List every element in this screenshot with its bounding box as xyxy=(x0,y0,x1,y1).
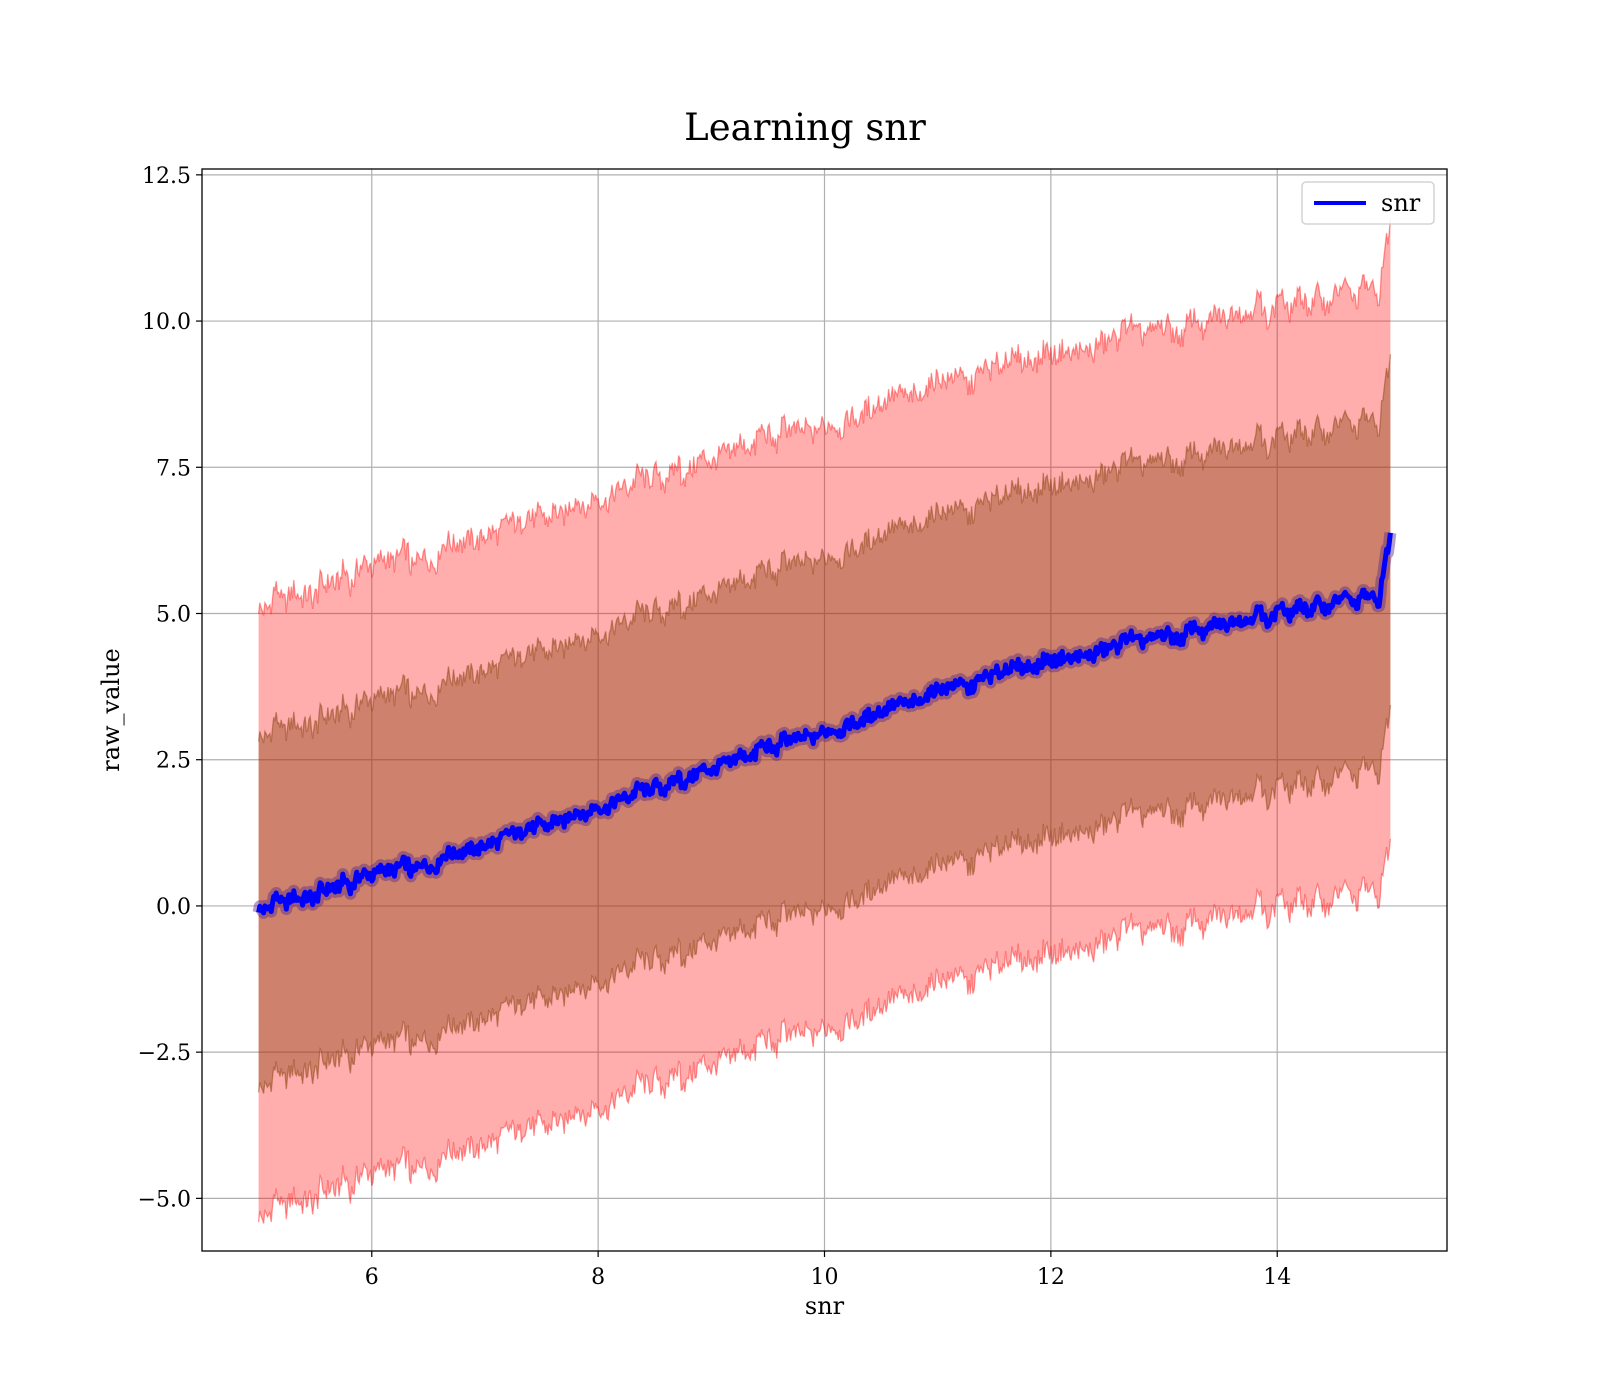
bands xyxy=(257,218,1392,1224)
y-tick-label-3: 2.5 xyxy=(156,749,191,774)
legend-label-snr: snr xyxy=(1381,189,1421,217)
legend-box xyxy=(1301,181,1435,225)
y-tick-label-7: 12.5 xyxy=(142,164,191,189)
x-tick-label-1: 8 xyxy=(591,1265,605,1290)
y-axis-label: raw_value xyxy=(97,648,125,772)
inner-band-lower-edge xyxy=(257,705,1392,1094)
plot-frame xyxy=(201,168,1448,1252)
x-axis-label: snr xyxy=(805,1292,845,1320)
outer-band-upper-edge xyxy=(257,218,1392,616)
series-line-snr xyxy=(256,532,1393,916)
legend: snr xyxy=(1301,181,1435,225)
y-tick-label-2: 0.0 xyxy=(156,895,191,920)
x-tick-label-4: 14 xyxy=(1263,1265,1291,1290)
x-tick-label-3: 12 xyxy=(1037,1265,1065,1290)
x-tick-label-2: 10 xyxy=(811,1265,839,1290)
inner-band-upper-edge xyxy=(257,354,1392,744)
y-tick-label-1: −2.5 xyxy=(138,1041,191,1066)
outer-band-lower-edge xyxy=(257,838,1392,1224)
y-tick-label-6: 10.0 xyxy=(142,310,191,335)
series-lines xyxy=(252,532,1397,919)
grid xyxy=(202,169,1447,1251)
ticks: 6 8 10 12 14 −5.0 −2.5 0.0 2.5 5.0 7.5 10.0 12.5 xyxy=(138,164,1292,1290)
chart-title: Learning snr xyxy=(684,106,926,149)
x-tick-label-0: 6 xyxy=(365,1265,379,1290)
y-tick-label-4: 5.0 xyxy=(156,602,191,627)
y-tick-label-5: 7.5 xyxy=(156,456,191,481)
y-tick-label-0: −5.0 xyxy=(138,1187,191,1212)
inner-band xyxy=(258,354,1391,1094)
